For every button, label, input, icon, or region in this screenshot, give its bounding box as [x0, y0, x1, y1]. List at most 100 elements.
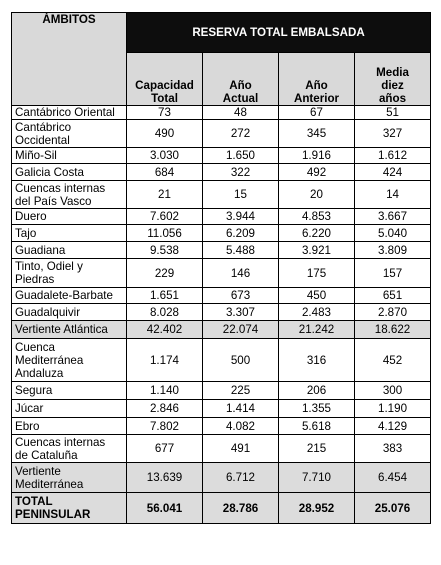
value-cell: 28.786	[202, 492, 279, 524]
column-header-line: Total	[151, 92, 178, 105]
ambito-name: de Cataluña	[15, 448, 78, 462]
ambito-name-cell: TOTAL PENINSULAR	[11, 492, 127, 524]
value-cell: 272	[202, 119, 279, 148]
value-cell: 7.802	[126, 417, 203, 435]
ambito-name: Cantábrico	[15, 120, 72, 134]
value-cell: 450	[278, 287, 355, 304]
column-header-line: años	[378, 92, 407, 105]
value-cell: 6.220	[278, 224, 355, 242]
column-header-row: Capacidad Total Año Actual Año Anterior Media d…	[12, 52, 432, 106]
value-cell: 20	[278, 180, 355, 209]
value-cell: 21.242	[278, 320, 355, 339]
ambito-name: Mediterránea	[15, 477, 84, 491]
column-header: Media diez años	[353, 52, 432, 106]
ambito-name-cell: Duero	[11, 208, 127, 225]
ambito-name: Guadiana	[15, 243, 66, 257]
value-cell: 2.483	[278, 303, 355, 321]
ambito-name: PENINSULAR	[15, 508, 91, 521]
table-row: Duero 7.602 3.944 4.853 3.667	[11, 208, 432, 225]
ambito-name: Vertiente	[15, 464, 61, 478]
value-cell: 3.944	[202, 208, 279, 225]
ambito-name: Guadalquivir	[15, 305, 81, 319]
ambito-name-cell: Cantábrico Oriental	[11, 105, 127, 120]
value-cell: 3.921	[278, 241, 355, 259]
ambito-name-cell: Ebro	[11, 417, 127, 435]
table-row: Guadiana 9.538 5.488 3.921 3.809	[11, 241, 432, 259]
value-cell: 1.612	[353, 147, 432, 164]
table-row: Cantábrico Occidental 490 272 345 327	[11, 119, 432, 148]
ambito-name-cell: Galicia Costa	[11, 163, 127, 181]
value-cell: 6.454	[353, 462, 432, 493]
value-cell: 8.028	[126, 303, 203, 321]
ambito-name-cell: Tinto, Odiel y Piedras	[11, 258, 127, 288]
ambito-name-cell: Miño-Sil	[11, 147, 127, 164]
ambito-name: Vertiente Atlántica	[15, 323, 108, 336]
value-cell: 3.030	[126, 147, 203, 164]
ambito-name-cell: Tajo	[11, 224, 127, 242]
table-row: Júcar 2.846 1.414 1.355 1.190	[11, 399, 432, 418]
ambito-name: Galicia Costa	[15, 165, 84, 179]
ambito-name: Mediterránea	[15, 353, 84, 367]
value-cell: 157	[353, 258, 432, 288]
ambito-name-cell: Cuencas internas del País Vasco	[11, 180, 127, 209]
column-header-line: Año	[305, 79, 328, 92]
value-cell: 1.651	[126, 287, 203, 304]
value-cell: 2.870	[353, 303, 432, 321]
value-cell: 28.952	[278, 492, 355, 524]
column-header: Año Anterior	[278, 52, 355, 106]
ambito-name: TOTAL	[15, 495, 53, 508]
value-cell: 383	[353, 434, 432, 463]
table-row: Cuencas internas del País Vasco 21 15 20 14	[11, 180, 432, 209]
value-cell: 18.622	[353, 320, 432, 339]
column-header-line: Media	[376, 66, 409, 79]
table-body: Cantábrico Oriental 73 48 67 51 Cantábrico Occ…	[11, 105, 432, 524]
value-cell: 51	[353, 105, 432, 120]
value-cell: 651	[353, 287, 432, 304]
value-cell: 225	[202, 381, 279, 400]
value-cell: 3.667	[353, 208, 432, 225]
ambito-name-cell: Cantábrico Occidental	[11, 119, 127, 148]
ambito-name: Tajo	[15, 226, 37, 240]
table-row: Vertiente Atlántica 42.402 22.074 21.242 18.…	[11, 320, 432, 339]
table-row: Cantábrico Oriental 73 48 67 51	[11, 105, 432, 120]
value-cell: 42.402	[126, 320, 203, 339]
ambito-name-cell: Guadiana	[11, 241, 127, 259]
table-row: Galicia Costa 684 322 492 424	[11, 163, 432, 181]
value-cell: 345	[278, 119, 355, 148]
value-cell: 6.209	[202, 224, 279, 242]
value-cell: 56.041	[126, 492, 203, 524]
ambito-name: Occidental	[15, 133, 70, 147]
value-cell: 206	[278, 381, 355, 400]
value-cell: 2.846	[126, 399, 203, 418]
value-cell: 490	[126, 119, 203, 148]
value-cell: 452	[353, 338, 432, 382]
table-row: Ebro 7.802 4.082 5.618 4.129	[11, 417, 432, 435]
value-cell: 300	[353, 381, 432, 400]
value-cell: 229	[126, 258, 203, 288]
table-row: Tinto, Odiel y Piedras 229 146 175 157	[11, 258, 432, 288]
ambito-name: del País Vasco	[15, 194, 92, 208]
value-cell: 14	[353, 180, 432, 209]
value-cell: 327	[353, 119, 432, 148]
value-cell: 1.355	[278, 399, 355, 418]
ambito-name-cell: Cuencas internas de Cataluña	[11, 434, 127, 463]
value-cell: 15	[202, 180, 279, 209]
ambito-name: Cuencas internas	[15, 435, 106, 449]
value-cell: 21	[126, 180, 203, 209]
value-cell: 215	[278, 434, 355, 463]
ambito-name-cell: Vertiente Mediterránea	[11, 462, 127, 493]
value-cell: 11.056	[126, 224, 203, 242]
column-header: Capacidad Total	[126, 52, 203, 106]
value-cell: 491	[202, 434, 279, 463]
value-cell: 7.710	[278, 462, 355, 493]
table-title-row: ÁMBITOS RESERVA TOTAL EMBALSADA	[11, 12, 432, 106]
value-cell: 5.040	[353, 224, 432, 242]
table-row: Miño-Sil 3.030 1.650 1.916 1.612	[11, 147, 432, 164]
value-cell: 1.916	[278, 147, 355, 164]
ambitos-header: ÁMBITOS	[11, 12, 127, 106]
ambito-name-cell: Vertiente Atlántica	[11, 320, 127, 339]
value-cell: 3.307	[202, 303, 279, 321]
value-cell: 492	[278, 163, 355, 181]
column-header-line: Anterior	[293, 92, 340, 105]
ambito-name: Cuencas internas	[15, 181, 106, 195]
